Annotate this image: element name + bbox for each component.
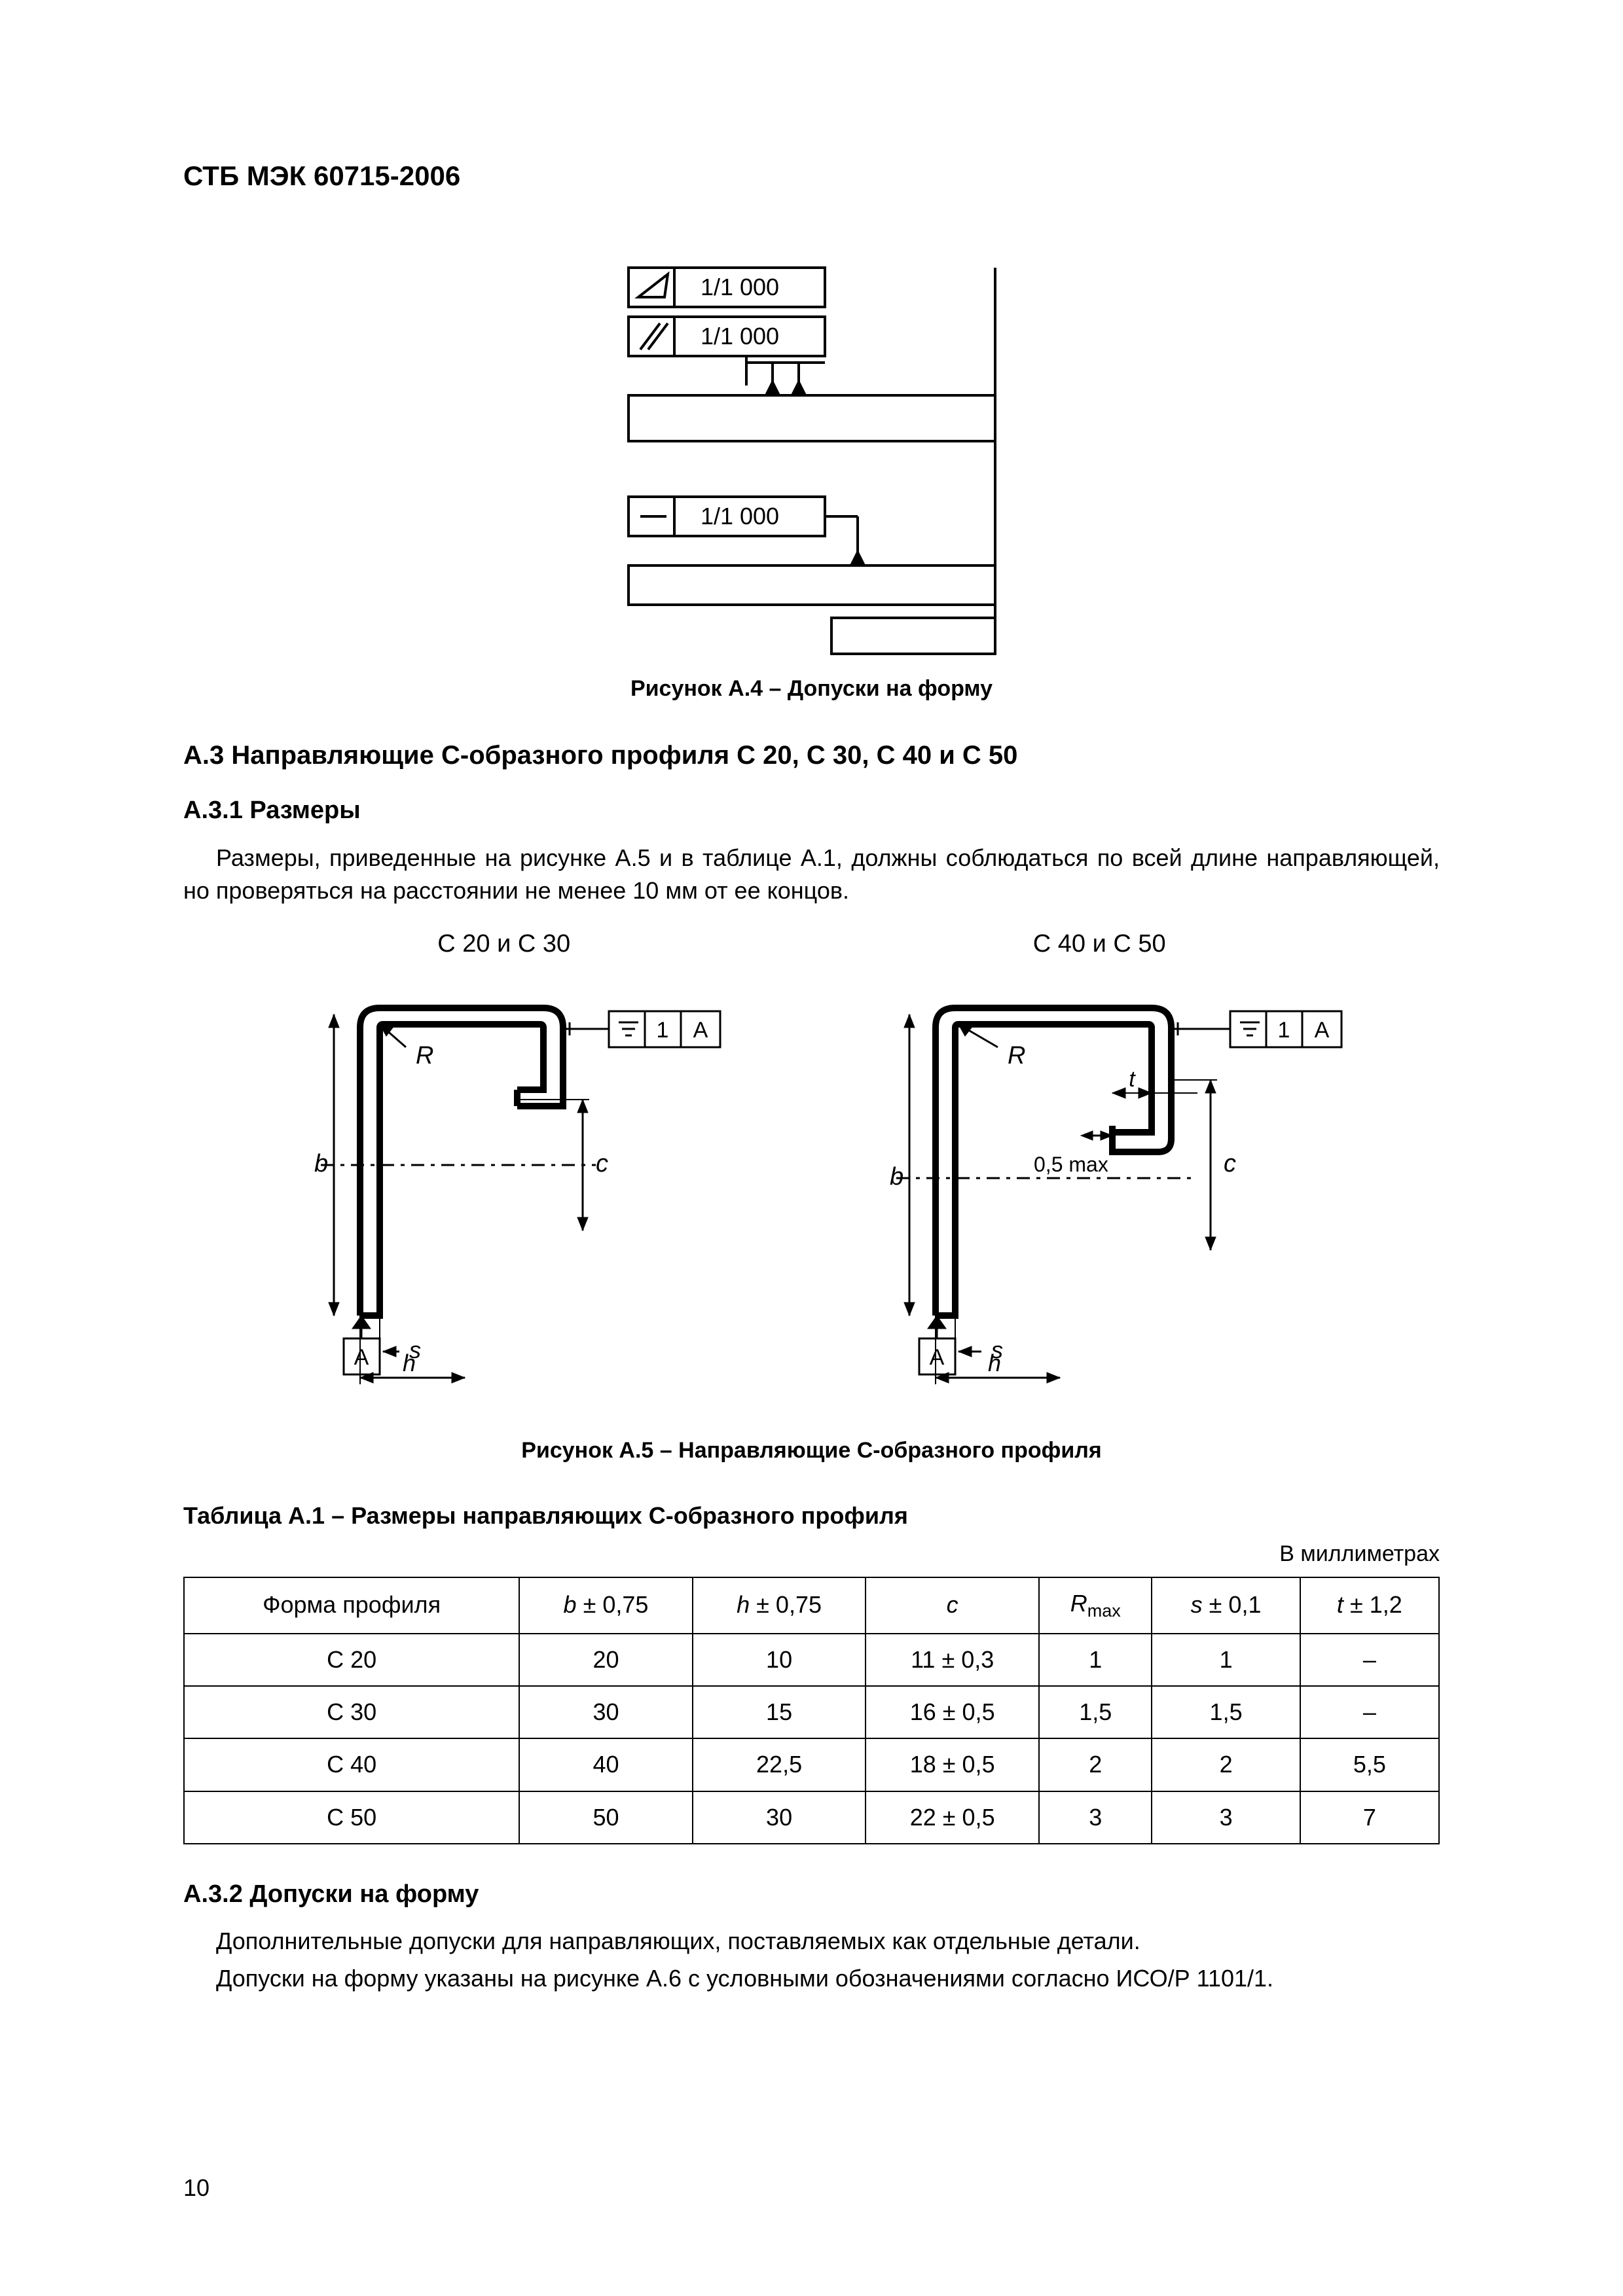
a3-2-line1: Дополнительные допуски для направляющих,… [183,1925,1440,1958]
svg-text:1: 1 [1278,1018,1290,1043]
svg-text:A: A [354,1345,369,1370]
svg-text:t: t [1129,1067,1137,1092]
svg-text:c: c [1224,1150,1236,1177]
subsection-a3-2-heading: А.3.2 Допуски на форму [183,1877,1440,1912]
svg-text:0,5 max: 0,5 max [1034,1153,1108,1176]
figure-a5-left-label: С 20 и С 30 [268,927,740,961]
svg-text:c: c [596,1150,608,1177]
col-c: c [866,1577,1039,1634]
svg-text:A: A [930,1345,945,1370]
figure-a5-caption: Рисунок А.5 – Направляющие С-образного п… [183,1435,1440,1467]
figure-a5: С 20 и С 30 b c R [183,927,1440,1396]
svg-text:b: b [314,1150,328,1177]
svg-text:h: h [403,1350,416,1376]
col-s: s ± 0,1 [1152,1577,1300,1634]
svg-text:A: A [693,1018,708,1043]
svg-text:1: 1 [656,1018,668,1043]
col-b: b ± 0,75 [519,1577,693,1634]
table-a1: Форма профиля b ± 0,75 h ± 0,75 c Rmax s… [183,1577,1440,1845]
figure-a5-right-label: С 40 и С 50 [844,927,1355,961]
col-h: h ± 0,75 [693,1577,866,1634]
table-row: С 30 30 15 16 ± 0,5 1,5 1,5 – [184,1686,1439,1738]
svg-text:b: b [890,1163,903,1191]
table-row: С 50 50 30 22 ± 0,5 3 3 7 [184,1791,1439,1844]
svg-text:1/1 000: 1/1 000 [700,274,778,300]
page-number: 10 [183,2172,210,2204]
svg-text:1/1 000: 1/1 000 [700,323,778,350]
svg-text:1/1 000: 1/1 000 [700,503,778,529]
figure-a4-caption: Рисунок А.4 – Допуски на форму [183,673,1440,705]
a3-1-text: Размеры, приведенные на рисунке А.5 и в … [183,842,1440,908]
table-header-row: Форма профиля b ± 0,75 h ± 0,75 c Rmax s… [184,1577,1439,1634]
table-a1-caption: Таблица А.1 – Размеры направляющих С-обр… [183,1499,1440,1532]
standard-header: СТБ МЭК 60715-2006 [183,157,1440,196]
table-row: С 40 40 22,5 18 ± 0,5 2 2 5,5 [184,1738,1439,1791]
col-r: Rmax [1039,1577,1152,1634]
table-a1-units: В миллиметрах [183,1539,1440,1570]
a3-2-line2: Допуски на форму указаны на рисунке А.6 … [183,1962,1440,1995]
col-t: t ± 1,2 [1300,1577,1439,1634]
svg-text:R: R [416,1042,433,1069]
subsection-a3-1-heading: А.3.1 Размеры [183,793,1440,828]
svg-text:A: A [1315,1018,1330,1043]
col-forma: Форма профиля [184,1577,519,1634]
section-a3-heading: А.3 Направляющие С-образного профиля С 2… [183,737,1440,774]
svg-text:R: R [1008,1042,1025,1069]
svg-text:h: h [988,1350,1001,1376]
table-row: С 20 20 10 11 ± 0,3 1 1 – [184,1634,1439,1686]
figure-a4: 1/1 000 1/1 000 1/1 000 [183,255,1440,660]
